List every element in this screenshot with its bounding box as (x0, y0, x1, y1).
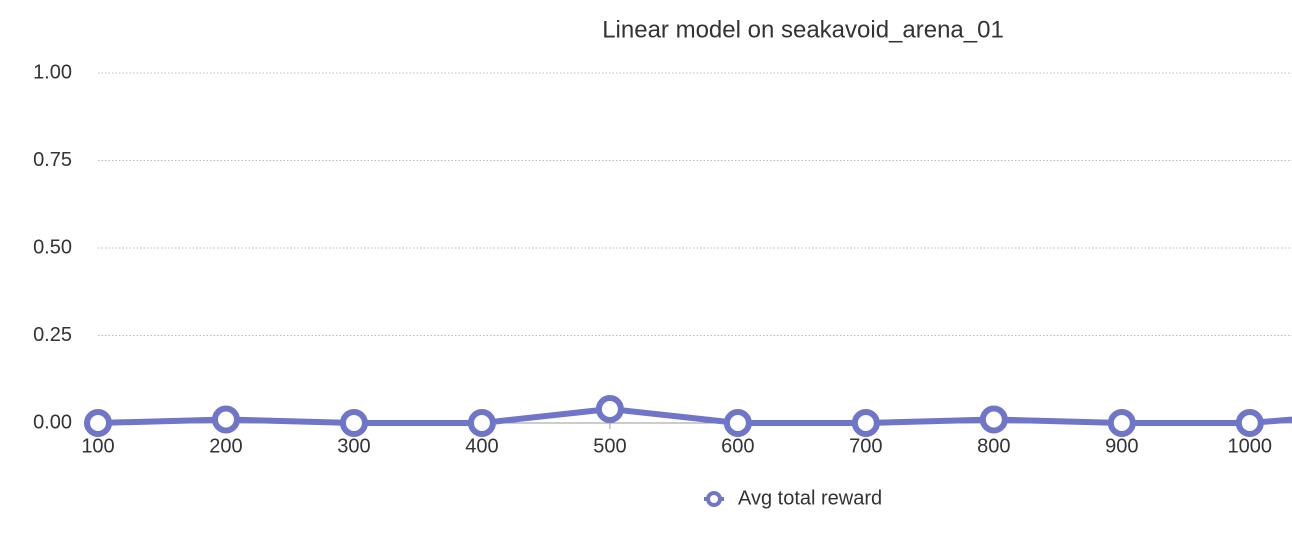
y-tick-label: 0.75 (33, 149, 72, 171)
x-tick-label: 800 (977, 435, 1010, 457)
point (467, 409, 496, 437)
x-tick-label: 600 (721, 435, 754, 457)
x-tick-label: 200 (209, 435, 242, 457)
chart-title: Linear model on seakavoid_arena_01 (602, 16, 1004, 43)
point (1235, 409, 1264, 437)
grid (97, 72, 1292, 429)
point (851, 409, 880, 437)
point (1107, 409, 1136, 437)
y-tick-label: 1.00 (33, 61, 72, 83)
x-tick-label: 400 (465, 435, 498, 457)
plot (84, 395, 1292, 437)
legend-label: Avg total reward (738, 487, 882, 509)
point (979, 405, 1008, 434)
legend-marker (706, 491, 722, 507)
x-tick-label: 100 (81, 435, 114, 457)
x-tick-label: 300 (337, 435, 370, 457)
point (339, 409, 368, 437)
y-tick-label: 0.50 (33, 236, 72, 258)
point (595, 395, 624, 423)
point (84, 409, 112, 437)
x-tick-label: 1000 (1228, 435, 1273, 457)
y-tick-label: 0.25 (33, 324, 72, 346)
x-tick-label: 900 (1105, 435, 1138, 457)
point (211, 405, 240, 434)
y-tick-label: 0.00 (33, 411, 72, 433)
x-tick-label: 700 (849, 435, 882, 457)
x-tick-label: 500 (593, 435, 626, 457)
point (723, 409, 752, 437)
